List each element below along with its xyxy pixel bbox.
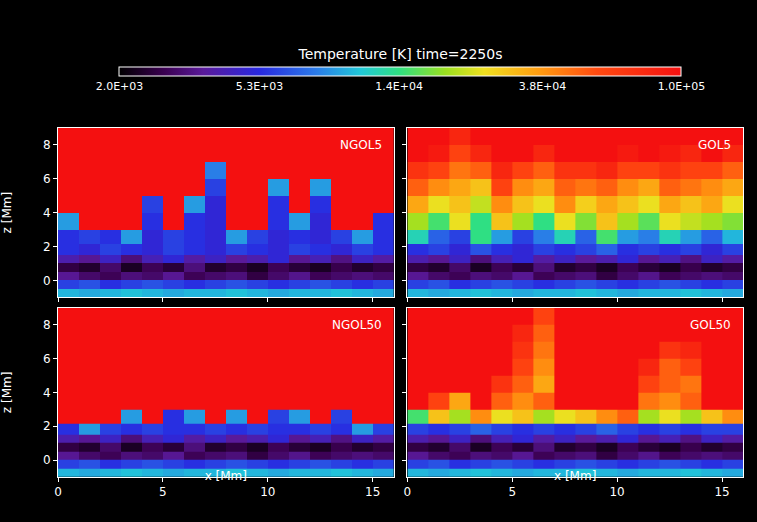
svg-text:10: 10	[260, 485, 275, 499]
svg-text:0: 0	[404, 485, 412, 499]
svg-text:10: 10	[609, 485, 624, 499]
svg-text:2: 2	[43, 419, 51, 433]
svg-text:0: 0	[54, 485, 62, 499]
svg-text:x [Mm]: x [Mm]	[205, 469, 247, 483]
svg-text:0: 0	[43, 453, 51, 467]
svg-text:15: 15	[365, 485, 380, 499]
svg-text:5: 5	[508, 485, 516, 499]
svg-text:2: 2	[43, 240, 51, 254]
svg-text:2.0E+03: 2.0E+03	[96, 80, 144, 93]
svg-text:8: 8	[43, 138, 51, 152]
svg-text:5.3E+03: 5.3E+03	[236, 80, 284, 93]
svg-text:GOL5: GOL5	[698, 138, 731, 152]
svg-text:6: 6	[43, 352, 51, 366]
svg-text:3.8E+04: 3.8E+04	[519, 80, 567, 93]
svg-text:8: 8	[43, 318, 51, 332]
svg-text:x [Mm]: x [Mm]	[554, 469, 596, 483]
svg-text:6: 6	[43, 172, 51, 186]
svg-text:NGOL5: NGOL5	[340, 138, 382, 152]
svg-text:GOL50: GOL50	[690, 318, 731, 332]
svg-text:5: 5	[159, 485, 167, 499]
svg-text:z [Mm]: z [Mm]	[0, 372, 14, 414]
svg-text:15: 15	[714, 485, 729, 499]
svg-text:4: 4	[43, 386, 51, 400]
svg-text:z [Mm]: z [Mm]	[0, 192, 14, 234]
svg-text:4: 4	[43, 206, 51, 220]
svg-text:1.0E+05: 1.0E+05	[658, 80, 706, 93]
svg-text:NGOL50: NGOL50	[332, 318, 382, 332]
svg-text:1.4E+04: 1.4E+04	[375, 80, 423, 93]
svg-text:Temperature [K] time=2250s: Temperature [K] time=2250s	[298, 46, 503, 62]
svg-text:0: 0	[43, 274, 51, 288]
